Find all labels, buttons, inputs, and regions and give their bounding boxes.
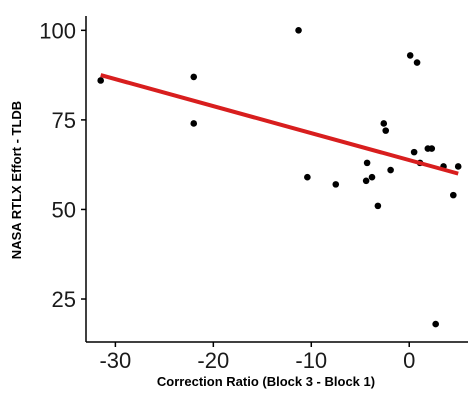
data-point [387, 166, 394, 174]
x-tick-label: 0 [403, 348, 415, 373]
data-point [454, 163, 462, 170]
data-point [368, 173, 376, 181]
y-tick-label: 100 [39, 18, 76, 43]
x-tick-label: -20 [197, 348, 229, 373]
data-point [190, 120, 198, 127]
data-point [413, 59, 421, 66]
data-points [97, 27, 462, 328]
y-tick-label: 50 [52, 197, 76, 222]
data-point [190, 73, 198, 81]
data-point [428, 145, 436, 152]
x-axis-title: Correction Ratio (Block 3 - Block 1) [157, 374, 375, 389]
data-point [382, 127, 390, 134]
data-point [97, 77, 104, 84]
data-point [432, 320, 439, 328]
data-point [362, 177, 370, 185]
y-tick-label: 25 [52, 287, 76, 312]
trend-line [100, 73, 459, 176]
x-axis-ticks: -30 -20 -10 0 [99, 342, 415, 373]
data-point [406, 52, 414, 59]
data-point [332, 181, 340, 188]
plot-area: -30 -20 -10 0 25 50 75 100 [39, 16, 468, 373]
data-point [363, 159, 371, 167]
data-point [410, 148, 418, 156]
y-axis-ticks: 25 50 75 100 [39, 18, 86, 312]
x-tick-label: -30 [99, 348, 131, 373]
data-point [304, 173, 311, 181]
y-tick-label: 75 [52, 108, 76, 133]
x-tick-label: -10 [295, 348, 327, 373]
data-point [295, 27, 302, 34]
y-axis-title: NASA RTLX Effort - TLDB [9, 101, 24, 259]
data-point [374, 202, 382, 210]
data-point [380, 120, 388, 127]
data-point [450, 191, 457, 199]
